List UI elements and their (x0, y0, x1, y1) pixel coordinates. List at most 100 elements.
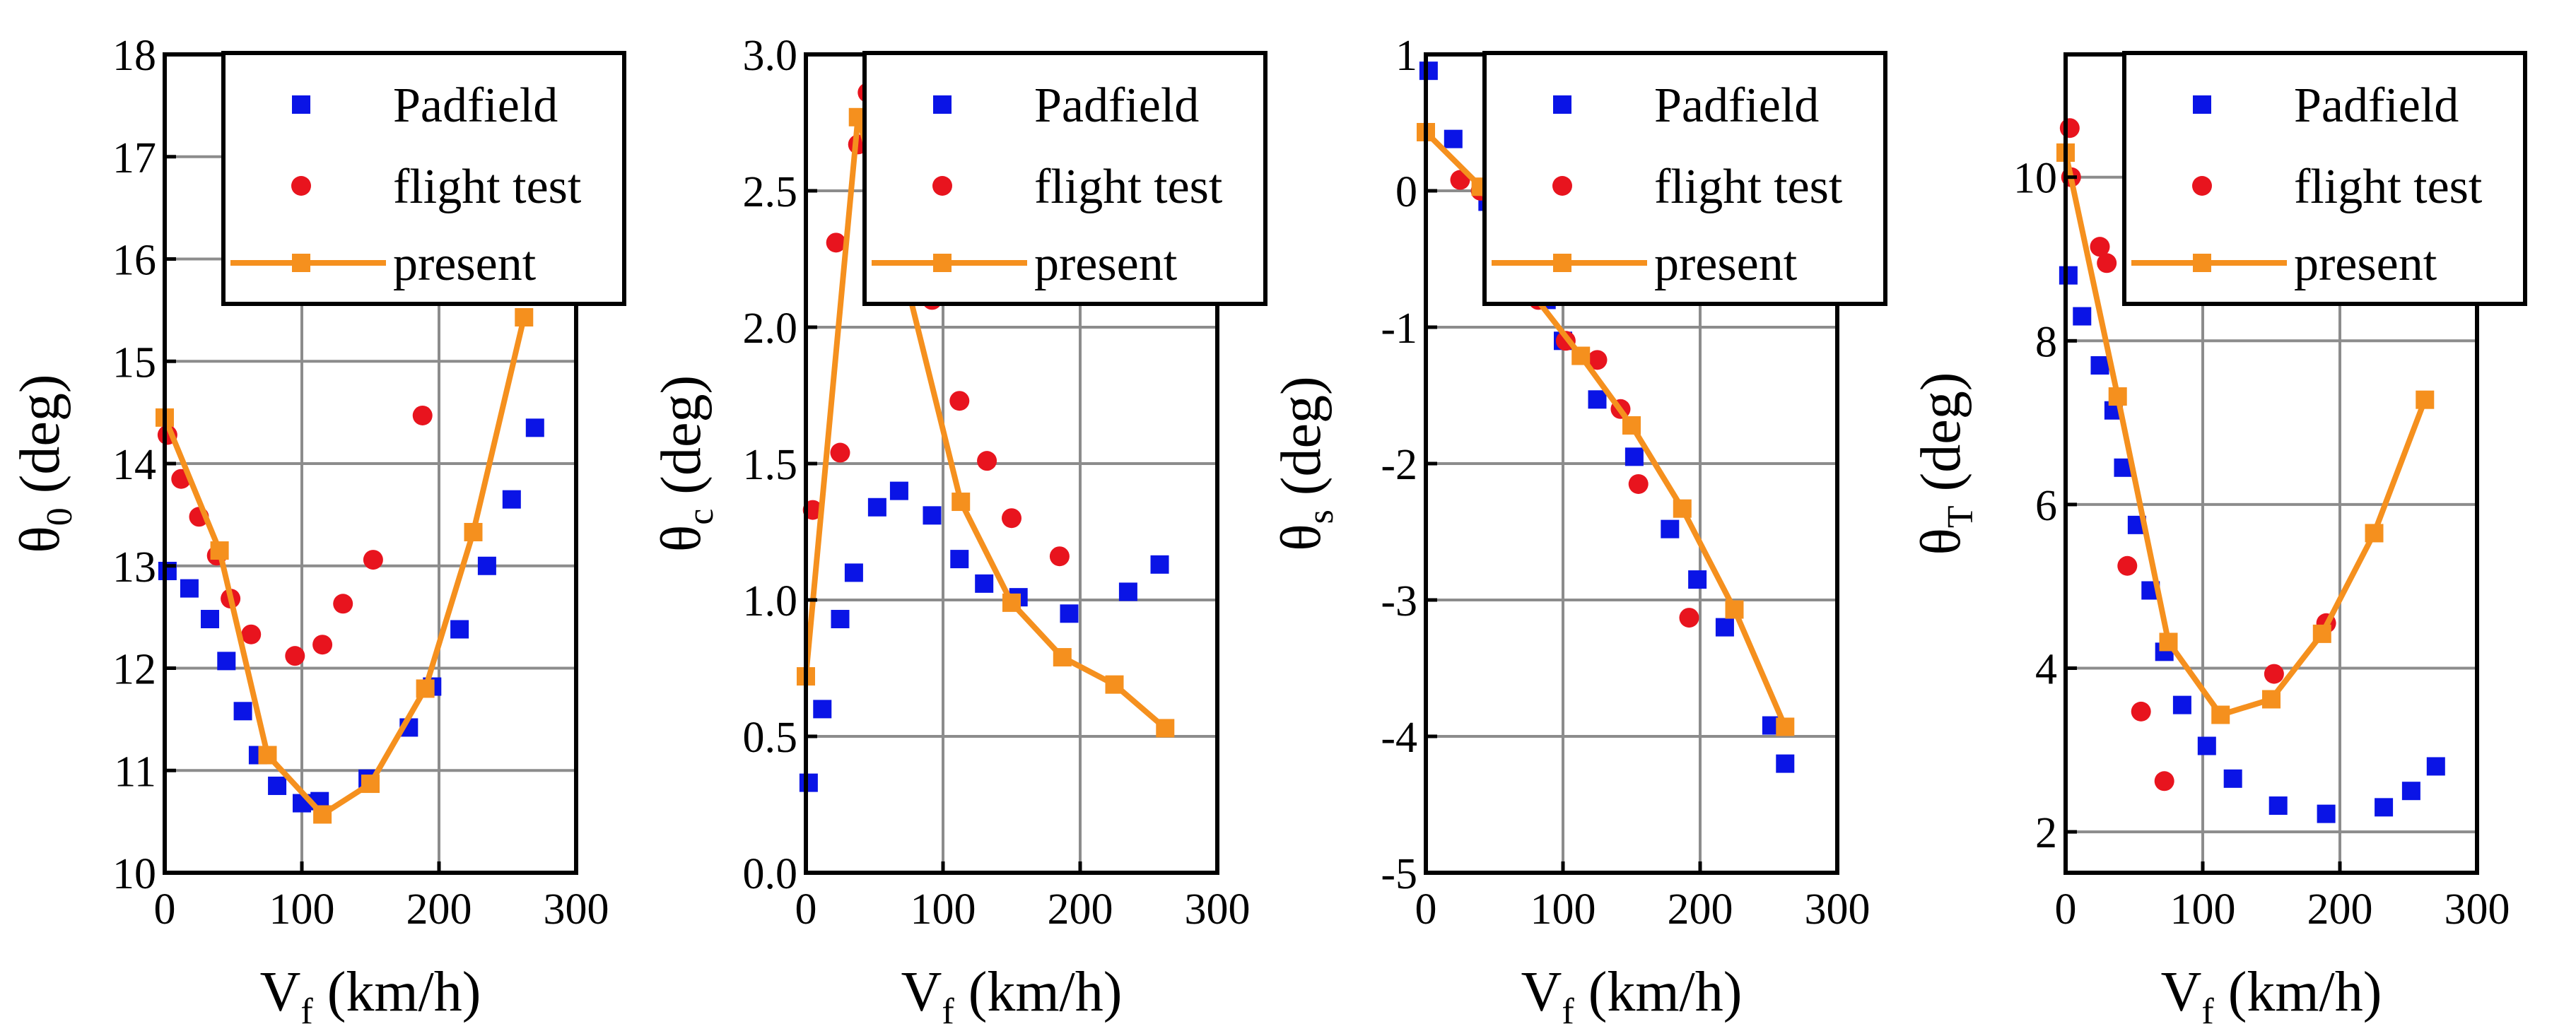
legend-label: flight test (393, 160, 582, 214)
data-point-present (313, 805, 332, 824)
data-point-padfield (1588, 390, 1607, 409)
x-tick-label: 0 (2055, 885, 2077, 934)
legend-marker-padfield (2193, 95, 2211, 114)
legend-marker-present (2193, 254, 2211, 272)
data-point-padfield (2268, 796, 2288, 816)
data-point-flight-test (412, 405, 433, 425)
y-tick-label: -2 (1381, 441, 1417, 489)
x-tick-label: 100 (269, 885, 335, 934)
data-point-flight-test (1049, 546, 1070, 567)
chart-panel-1: 0 100 200 300 10 11 12 13 14 15 16 17 18 Vf (km/h) θ0 … (9, 32, 626, 1032)
data-point-present (2108, 387, 2127, 406)
data-point-padfield (2090, 356, 2109, 375)
x-tick-label: 100 (911, 885, 976, 934)
y-tick-label: 2.0 (743, 305, 798, 353)
data-point-flight-test (2117, 555, 2138, 576)
y-tick-label: 6 (2035, 482, 2057, 530)
legend: Padfield flight test present (2122, 51, 2527, 306)
data-point-padfield (2172, 695, 2191, 714)
data-point-present (1053, 648, 1072, 667)
y-tick-label: 18 (112, 32, 156, 80)
y-tick-label: 1.5 (743, 441, 798, 489)
data-point-present (210, 541, 229, 560)
y-tick-label: 17 (112, 134, 156, 182)
data-point-padfield (1118, 582, 1137, 601)
data-point-flight-test (826, 232, 846, 253)
x-tick-label: 300 (544, 885, 609, 934)
data-point-padfield (477, 556, 496, 575)
data-point-present (1776, 717, 1795, 736)
legend: Padfield flight test present (1482, 51, 1887, 306)
y-axis-label: θT (deg) (1910, 372, 1981, 555)
data-point-padfield (844, 563, 863, 582)
data-point-present (952, 493, 971, 512)
y-tick-label: -5 (1381, 850, 1417, 898)
x-tick-label: 200 (406, 885, 472, 934)
data-point-flight-test (333, 594, 353, 614)
y-tick-label: 13 (112, 543, 156, 591)
data-point-flight-test (949, 391, 970, 411)
x-tick-label: 300 (1805, 885, 1870, 934)
legend-label: flight test (1654, 160, 1843, 214)
legend-label: Padfield (1034, 78, 1199, 133)
x-tick-label: 0 (1415, 885, 1437, 934)
data-point-padfield (525, 418, 544, 437)
data-point-flight-test (2154, 771, 2174, 791)
data-point-padfield (1661, 519, 1680, 538)
data-point-padfield (1419, 61, 1438, 81)
y-tick-label: -4 (1381, 714, 1417, 762)
data-point-flight-test (2131, 701, 2151, 722)
data-point-padfield (268, 776, 287, 795)
x-tick-label: 100 (1530, 885, 1596, 934)
data-point-present (2159, 632, 2178, 652)
legend: Padfield flight test present (862, 51, 1267, 306)
y-axis-label: θs (deg) (1270, 376, 1341, 551)
x-axis-label: Vf (km/h) (1521, 961, 1743, 1032)
series-line-present (2063, 152, 2428, 718)
legend-marker-flight-test (1552, 176, 1572, 196)
x-tick-label: 200 (1048, 885, 1113, 934)
x-tick-label: 200 (2307, 885, 2373, 934)
data-point-padfield (1715, 618, 1734, 637)
y-tick-label: 11 (114, 748, 156, 796)
y-tick-label: 8 (2035, 318, 2057, 366)
data-point-present (2312, 624, 2331, 643)
legend-marker-flight-test (2192, 176, 2212, 196)
legend-label: flight test (2294, 160, 2483, 214)
data-point-present (2365, 524, 2384, 543)
x-tick-label: 100 (2170, 885, 2236, 934)
data-point-present (1156, 719, 1175, 738)
x-tick-label: 300 (2445, 885, 2510, 934)
y-tick-label: 10 (112, 850, 156, 898)
data-point-padfield (867, 498, 886, 517)
legend-label: present (1654, 237, 1798, 291)
x-axis-label: Vf (km/h) (2161, 961, 2382, 1032)
data-point-flight-test (2097, 253, 2117, 273)
data-point-padfield (1776, 754, 1795, 773)
y-tick-label: 2.5 (743, 168, 798, 216)
data-point-present (2262, 690, 2281, 709)
data-point-padfield (1150, 555, 1169, 574)
data-point-padfield (923, 506, 942, 525)
x-tick-label: 300 (1185, 885, 1251, 934)
data-point-present (258, 746, 277, 765)
y-tick-label: 14 (112, 441, 156, 489)
data-point-flight-test (977, 451, 997, 471)
legend-label: Padfield (1654, 78, 1819, 133)
legend-label: Padfield (2294, 78, 2459, 133)
data-point-padfield (831, 610, 850, 629)
data-point-padfield (2401, 782, 2420, 801)
data-point-padfield (180, 579, 199, 598)
data-point-flight-test (1679, 608, 1699, 628)
data-point-flight-test (2090, 237, 2110, 257)
data-point-padfield (1060, 604, 1079, 623)
y-tick-label: -1 (1381, 305, 1417, 353)
y-tick-label: 0.5 (743, 714, 798, 762)
y-tick-label: 10 (2013, 155, 2057, 203)
data-point-padfield (2375, 798, 2394, 817)
legend-label: present (393, 237, 537, 291)
data-point-flight-test (1587, 350, 1608, 370)
x-tick-label: 200 (1668, 885, 1733, 934)
data-point-padfield (2426, 757, 2445, 776)
y-tick-label: 15 (112, 339, 156, 387)
